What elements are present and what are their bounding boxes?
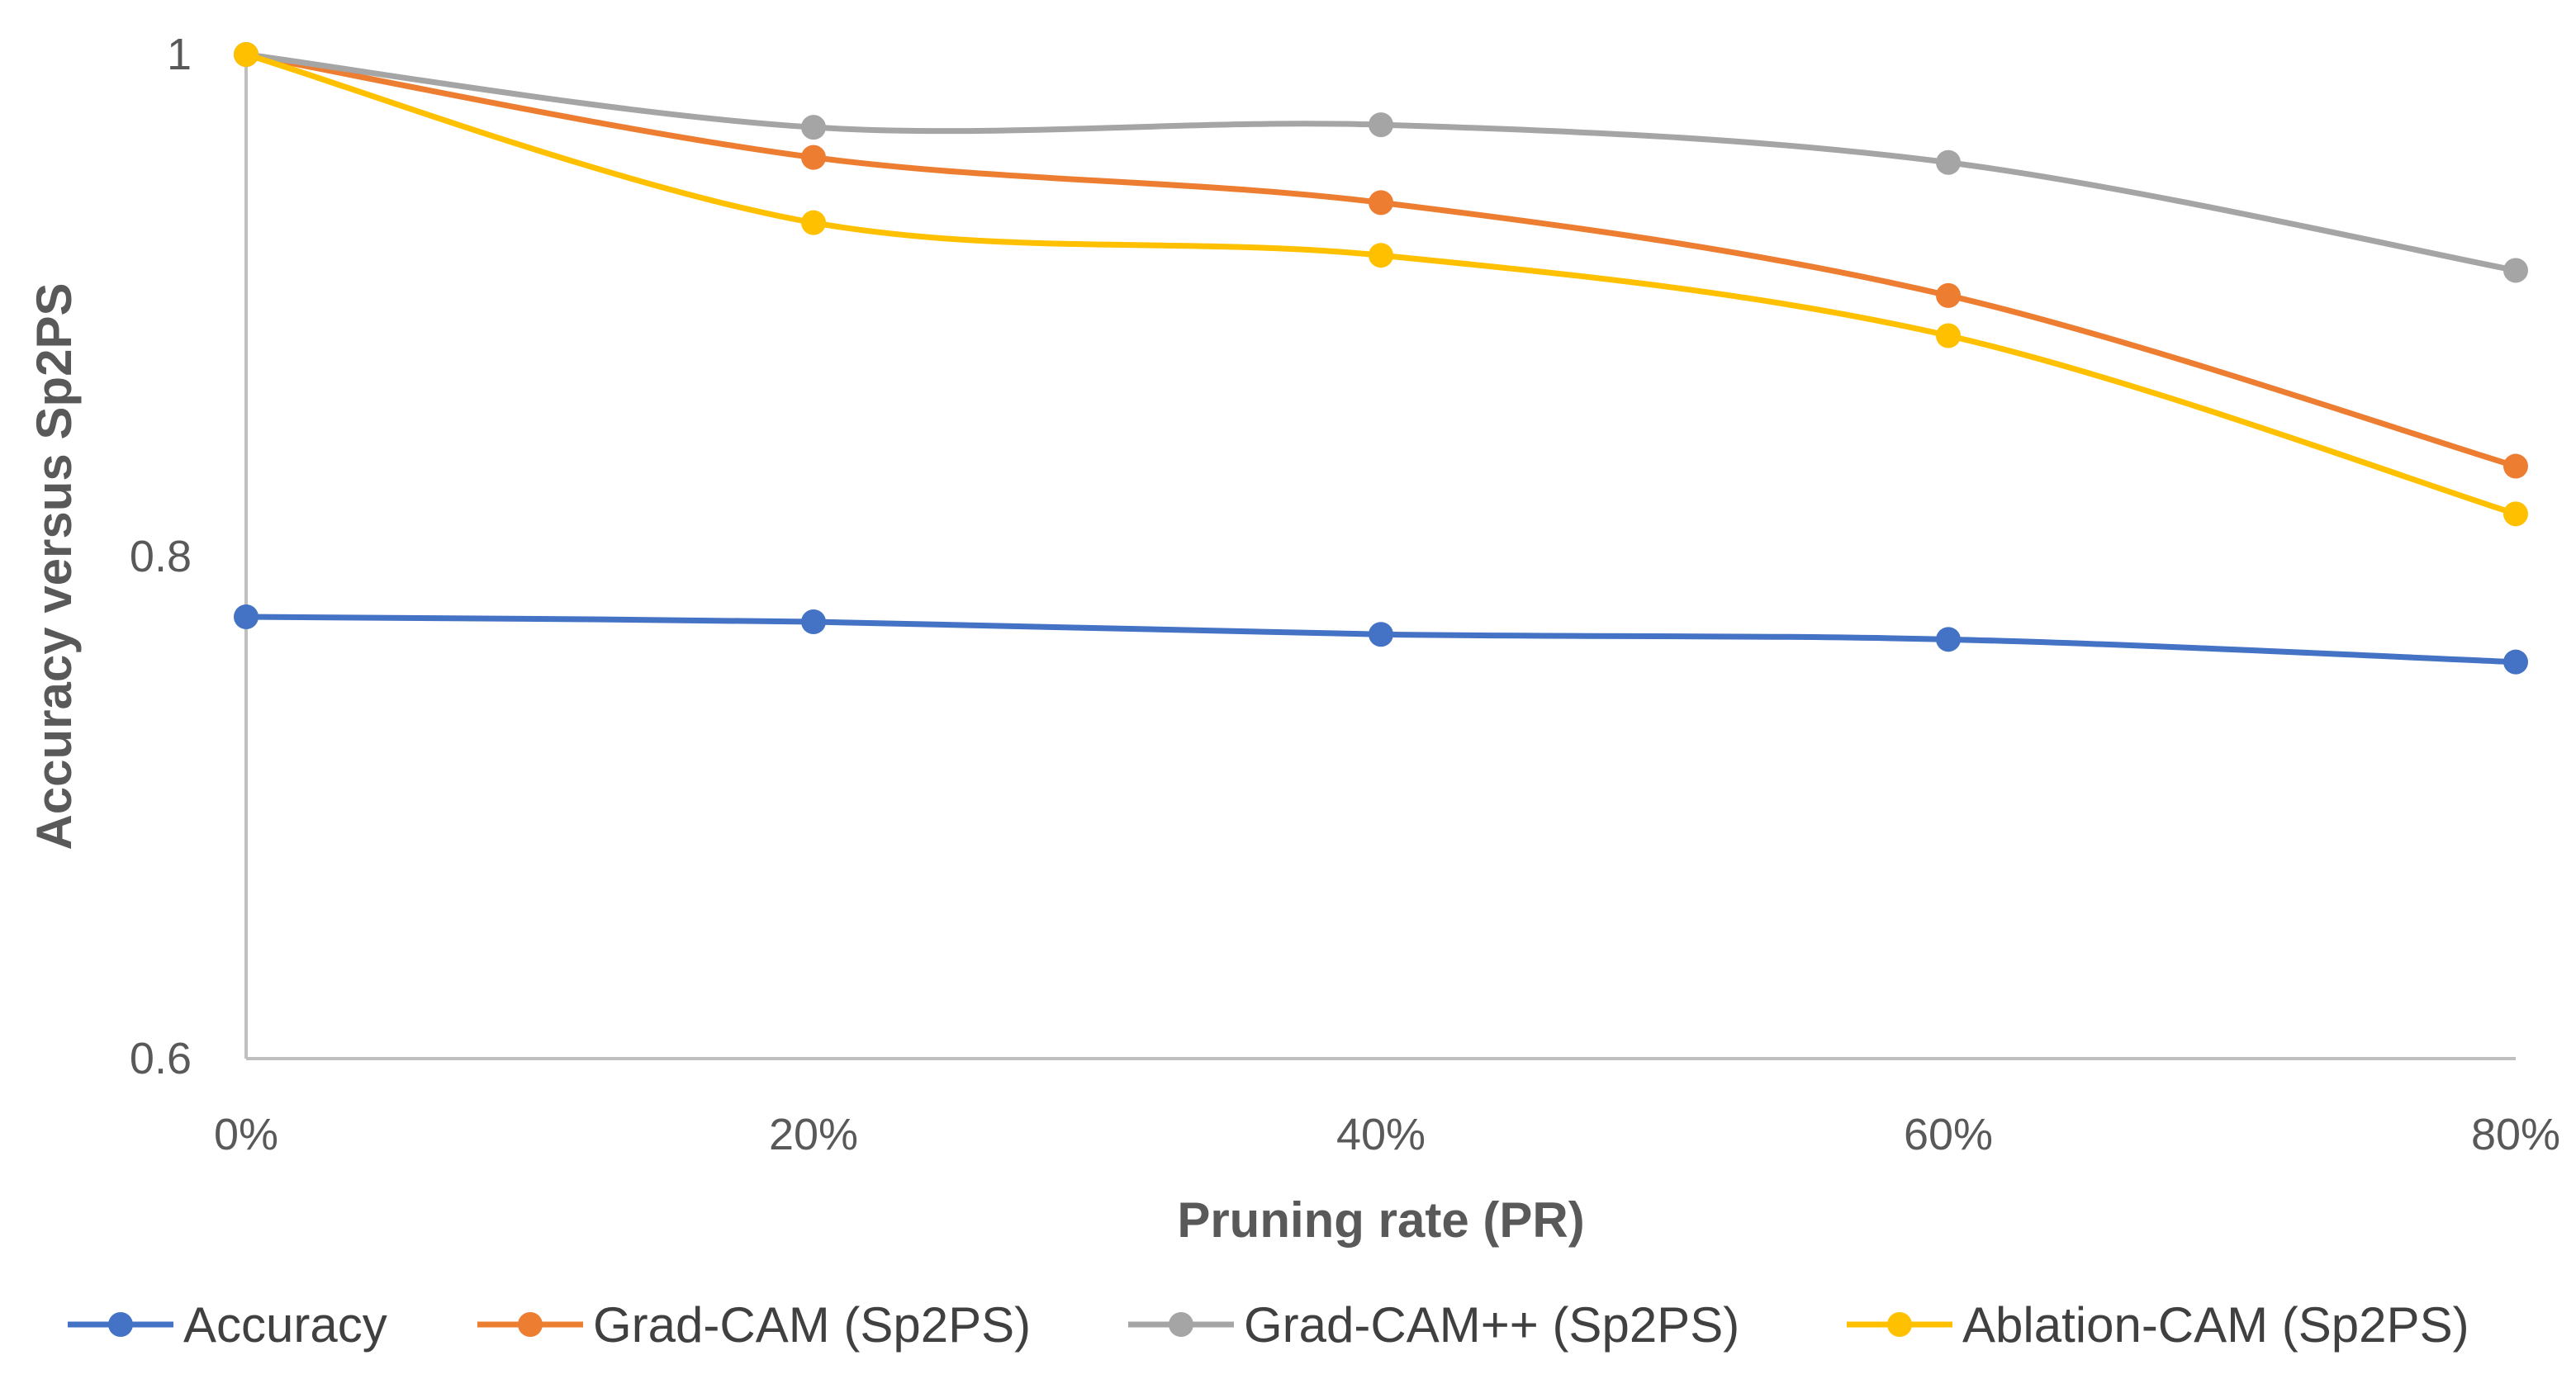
x-tick-label: 40%	[1336, 1110, 1426, 1159]
x-axis-title: Pruning rate (PR)	[1177, 1192, 1584, 1248]
data-point-marker	[234, 604, 259, 629]
data-point-marker	[1936, 323, 1961, 348]
x-tick-label: 80%	[2471, 1110, 2560, 1159]
y-tick-label: 0.8	[130, 532, 192, 581]
legend-marker	[1169, 1312, 1193, 1337]
data-point-marker	[801, 210, 826, 235]
data-point-marker	[801, 609, 826, 635]
x-tick-labels: 0% 20% 40% 60% 80%	[214, 1110, 2560, 1159]
legend-marker	[1887, 1312, 1912, 1337]
x-tick-label: 0%	[214, 1110, 278, 1159]
series-accuracy	[234, 604, 2528, 675]
data-point-marker	[801, 145, 826, 170]
series-ablation-cam-sp2ps	[234, 42, 2528, 527]
legend-label: Accuracy	[183, 1297, 387, 1353]
legend-entry: Accuracy	[68, 1297, 387, 1353]
legend: Accuracy Grad-CAM (Sp2PS) Grad-CAM++ (Sp2P…	[68, 1297, 2469, 1353]
data-point-marker	[801, 115, 826, 140]
legend-entry: Grad-CAM++ (Sp2PS)	[1128, 1297, 1739, 1353]
legend-entry: Ablation-CAM (Sp2PS)	[1847, 1297, 2469, 1353]
data-point-marker	[2503, 453, 2528, 479]
legend-marker	[518, 1312, 543, 1337]
data-point-marker	[1936, 282, 1961, 308]
axes	[244, 54, 2516, 1060]
x-tick-label: 20%	[769, 1110, 858, 1159]
legend-label: Ablation-CAM (Sp2PS)	[1962, 1297, 2469, 1353]
data-point-marker	[2503, 649, 2528, 675]
data-point-marker	[234, 42, 259, 67]
legend-marker	[108, 1312, 133, 1337]
x-tick-label: 60%	[1904, 1110, 1993, 1159]
y-tick-labels: 0.6 0.8 1	[130, 30, 192, 1083]
legend-entry: Grad-CAM (Sp2PS)	[477, 1297, 1031, 1353]
legend-label: Grad-CAM (Sp2PS)	[593, 1297, 1031, 1353]
data-point-marker	[2503, 258, 2528, 283]
data-point-marker	[1369, 190, 1393, 216]
y-tick-label: 1	[167, 30, 192, 79]
data-point-marker	[2503, 501, 2528, 527]
y-tick-label: 0.6	[130, 1034, 192, 1083]
data-point-marker	[1936, 149, 1961, 175]
data-point-marker	[1369, 243, 1393, 268]
data-point-marker	[1936, 627, 1961, 652]
y-axis-title: Accuracy versus Sp2PS	[26, 282, 82, 850]
series-layer	[234, 42, 2528, 675]
legend-label: Grad-CAM++ (Sp2PS)	[1244, 1297, 1739, 1353]
data-point-marker	[1369, 622, 1393, 647]
data-point-marker	[1369, 112, 1393, 138]
